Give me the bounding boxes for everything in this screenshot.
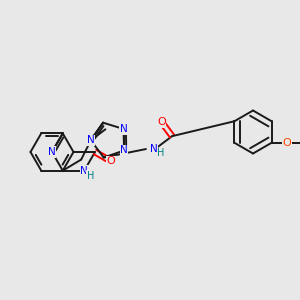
Text: O: O	[282, 138, 291, 148]
Text: N: N	[120, 124, 128, 134]
Text: N: N	[120, 146, 128, 155]
Text: N: N	[87, 135, 95, 145]
Text: O: O	[106, 156, 115, 166]
Text: O: O	[157, 117, 166, 127]
Text: H: H	[157, 148, 165, 158]
Text: N: N	[80, 166, 88, 176]
Text: H: H	[87, 171, 94, 181]
Text: S: S	[87, 135, 94, 145]
Text: N: N	[48, 147, 56, 157]
Text: N: N	[150, 144, 158, 154]
